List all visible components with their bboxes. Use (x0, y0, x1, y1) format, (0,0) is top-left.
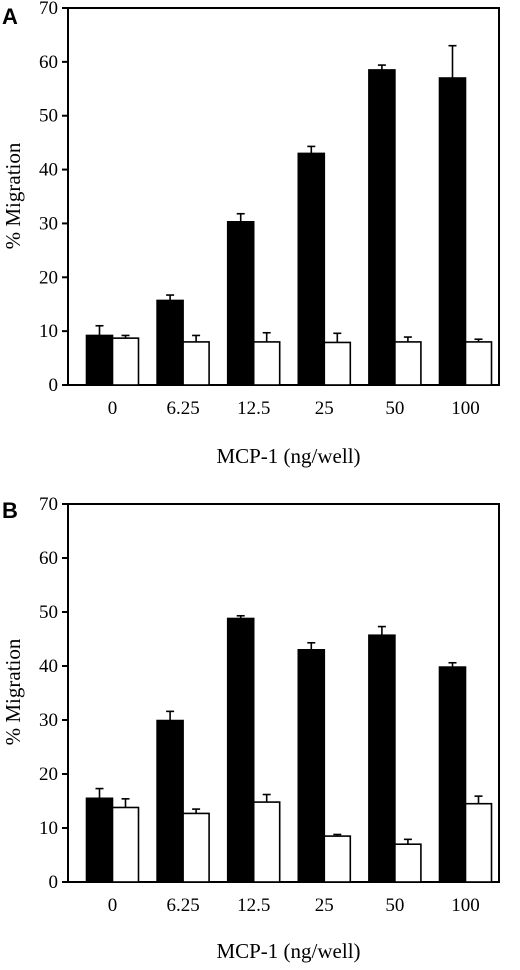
x-tick-label: 0 (108, 895, 118, 916)
bar-black (156, 719, 184, 883)
bar-black (156, 299, 184, 386)
bar-black (438, 77, 467, 386)
x-tick-label: 50 (385, 895, 404, 916)
x-tick-label: 50 (385, 398, 404, 419)
y-tick-label: 40 (39, 656, 58, 677)
bar-white (252, 341, 281, 386)
bar-black (438, 666, 467, 883)
x-tick-label: 6.25 (166, 398, 199, 419)
y-tick-label: 50 (39, 106, 58, 127)
x-tick-label: 100 (451, 895, 480, 916)
bar-white (464, 341, 493, 386)
bar-white (394, 341, 422, 386)
y-tick-label: 10 (39, 818, 58, 839)
y-tick-label: 30 (39, 213, 58, 234)
bar-white (182, 812, 210, 883)
panel-b: B 0 10 20 30 40 50 60 70 % Migration 0 6.25 12.5 25 50… (1, 494, 500, 963)
x-tick-label: 6.25 (166, 895, 199, 916)
x-tick-label: 25 (315, 398, 334, 419)
y-tick-label: 20 (39, 764, 58, 785)
bar-white (394, 843, 422, 883)
y-axis-title: % Migration (1, 142, 25, 249)
x-tick-label: 12.5 (237, 895, 270, 916)
x-tick-label: 0 (108, 398, 118, 419)
plot-frame (67, 503, 500, 883)
x-axis-title: MCP-1 (ng/well) (216, 444, 360, 468)
bar-white (464, 802, 493, 883)
bar-white (111, 337, 140, 386)
bar-black (85, 334, 114, 386)
bar-black (85, 797, 114, 883)
y-tick-label: 0 (49, 375, 59, 396)
bar-black (297, 152, 326, 386)
x-tick-label: 100 (451, 398, 480, 419)
y-tick-label: 20 (39, 267, 58, 288)
y-tick-label: 60 (39, 548, 58, 569)
y-tick-label: 60 (39, 52, 58, 73)
bar-white (182, 341, 210, 386)
bar-black (226, 221, 255, 386)
panel-letter: B (2, 498, 18, 523)
y-tick-label: 10 (39, 321, 58, 342)
bar-white (252, 801, 281, 883)
panel-letter: A (2, 4, 18, 29)
x-tick-label: 12.5 (237, 398, 270, 419)
bar-black (297, 648, 326, 883)
plot-frame (67, 7, 500, 386)
panel-a: A 0 10 20 30 40 50 60 70 % Migration 0 6.25 12.5 25 50… (1, 0, 500, 468)
bar-white (323, 341, 352, 386)
y-tick-label: 30 (39, 710, 58, 731)
bar-black (368, 69, 396, 386)
bar-black (368, 634, 396, 883)
bar-white (111, 806, 140, 883)
y-tick-label: 40 (39, 160, 58, 181)
y-tick-label: 0 (49, 872, 59, 893)
bar-white (323, 835, 352, 883)
y-tick-label: 70 (39, 0, 58, 19)
bar-black (226, 617, 255, 883)
x-axis-title: MCP-1 (ng/well) (216, 939, 360, 963)
x-tick-label: 25 (315, 895, 334, 916)
y-axis-title: % Migration (1, 638, 25, 745)
y-tick-label: 50 (39, 602, 58, 623)
y-tick-label: 70 (39, 494, 58, 515)
